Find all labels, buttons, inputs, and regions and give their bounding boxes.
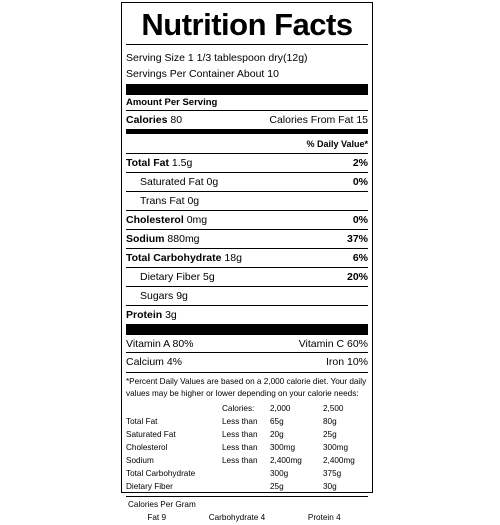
vitamin-left: Calcium 4% bbox=[126, 355, 183, 368]
calories-label: Calories bbox=[126, 114, 168, 126]
nutrient-list: Total Fat 1.5g 2% Saturated Fat 0g 0% Trans … bbox=[126, 153, 368, 324]
dv-table-cell: Less than bbox=[222, 417, 258, 426]
calories-per-gram-values: Fat 9 Carbohydrate 4 Protein 4 bbox=[126, 511, 368, 525]
nutrient-label: Dietary Fiber bbox=[140, 271, 201, 283]
nutrient-amount: 5g bbox=[203, 271, 215, 283]
nutrient-label: Total Fat bbox=[126, 157, 169, 169]
nutrient-daily-value: 0% bbox=[352, 214, 368, 226]
thick-divider bbox=[126, 84, 368, 95]
nutrient-label: Protein bbox=[126, 309, 163, 321]
dv-table-cell: Less than bbox=[222, 430, 258, 439]
nutrient-daily-value: 2% bbox=[352, 157, 368, 169]
dv-table-cell: 300g bbox=[270, 469, 289, 478]
nutrient-label: Total Carbohydrate bbox=[126, 252, 222, 264]
calories-per-gram-item: Carbohydrate 4 bbox=[208, 513, 266, 522]
nutrient-daily-value: 37% bbox=[346, 233, 368, 245]
nutrient-amount: 0g bbox=[187, 195, 200, 207]
thick-divider-2 bbox=[126, 324, 368, 335]
dv-table-cell bbox=[222, 480, 270, 493]
nutrient-label: Sodium bbox=[126, 233, 165, 245]
dv-table-cell: Total Fat bbox=[126, 417, 158, 426]
footnote: *Percent Daily Values are based on a 2,0… bbox=[126, 377, 367, 398]
medium-divider bbox=[126, 129, 368, 134]
calories-from-fat-value: 15 bbox=[356, 114, 368, 126]
nutrient-row: Cholesterol 0mg 0% bbox=[126, 210, 368, 229]
dv-table-header-cell: 2,500 bbox=[323, 404, 344, 413]
dv-table-cell: 30g bbox=[323, 482, 337, 491]
nutrient-row: Protein 3g bbox=[126, 305, 368, 324]
calories-per-gram-label: Calories Per Gram bbox=[128, 500, 196, 509]
vitamin-right: Vitamin C 60% bbox=[298, 337, 368, 350]
dv-table-cell: 80g bbox=[323, 417, 337, 426]
nutrient-row: Saturated Fat 0g 0% bbox=[126, 172, 368, 191]
dv-table-cell: Total Carbohydrate bbox=[126, 469, 196, 478]
nutrient-row: Sodium 880mg 37% bbox=[126, 229, 368, 248]
nutrient-daily-value: 6% bbox=[352, 252, 368, 264]
vitamin-row: Calcium 4% Iron 10% bbox=[126, 352, 368, 370]
nutrient-label: Sugars bbox=[140, 290, 174, 302]
nutrient-amount: 3g bbox=[165, 309, 177, 321]
daily-values-table: Calories: 2,000 2,500 Total Fat Less than 65g… bbox=[126, 402, 368, 493]
nutrient-amount: 0mg bbox=[186, 214, 208, 226]
dv-table-cell: 2,400mg bbox=[323, 456, 355, 465]
nutrient-row: Sugars 9g bbox=[126, 286, 368, 305]
nutrient-amount: 18g bbox=[224, 252, 242, 264]
dv-table-cell: 300mg bbox=[270, 443, 296, 452]
dv-table-cell: 375g bbox=[323, 469, 342, 478]
vitamin-left: Vitamin A 80% bbox=[126, 337, 194, 350]
dv-table-cell bbox=[222, 467, 270, 480]
dv-table-cell: 65g bbox=[270, 417, 284, 426]
nutrient-amount: 0g bbox=[206, 176, 219, 188]
dv-table-cell: 25g bbox=[270, 482, 284, 491]
dv-table-cell: Sodium bbox=[126, 456, 154, 465]
vitamin-right: Iron 10% bbox=[325, 355, 368, 368]
serving-size: Serving Size 1 1/3 tablespoon dry(12g) bbox=[126, 52, 308, 64]
amount-per-serving: Amount Per Serving bbox=[126, 97, 218, 108]
dv-table-cell: Less than bbox=[222, 443, 258, 452]
dv-table-cell: 300mg bbox=[323, 443, 349, 452]
nutrient-daily-value: 20% bbox=[346, 271, 368, 283]
calories-row: Calories 80 Calories From Fat 15 bbox=[126, 110, 368, 129]
dv-table-cell: 2,400mg bbox=[270, 456, 302, 465]
dv-table-cell: 25g bbox=[323, 430, 337, 439]
nutrition-facts-label: Nutrition Facts Serving Size 1 1/3 table… bbox=[121, 2, 373, 522]
calories-from-fat-label: Calories From Fat bbox=[269, 114, 354, 126]
calories-per-gram-item: Protein 4 bbox=[307, 513, 341, 522]
dv-table-cell: Less than bbox=[222, 456, 258, 465]
servings-per-container: Servings Per Container About 10 bbox=[126, 68, 279, 80]
nutrient-daily-value: 0% bbox=[352, 176, 368, 188]
dv-table-cell: Cholesterol bbox=[126, 443, 168, 452]
calories-value: 80 bbox=[170, 114, 183, 126]
dv-table-header-cell: 2,000 bbox=[270, 404, 291, 413]
nutrient-row: Dietary Fiber 5g 20% bbox=[126, 267, 368, 286]
nutrient-label: Saturated Fat bbox=[140, 176, 204, 188]
vitamin-list: Vitamin A 80% Vitamin C 60% Calcium 4% Iron… bbox=[126, 335, 368, 370]
nutrient-amount: 9g bbox=[176, 290, 188, 302]
dv-table-header-cell: Calories: bbox=[222, 404, 255, 413]
dv-table-cell: Saturated Fat bbox=[126, 430, 176, 439]
nutrient-row: Trans Fat 0g bbox=[126, 191, 368, 210]
nutrient-row: Total Carbohydrate 18g 6% bbox=[126, 248, 368, 267]
dv-table-cell: Dietary Fiber bbox=[126, 482, 173, 491]
dv-table-header-cell bbox=[126, 402, 222, 415]
nutrient-label: Trans Fat bbox=[140, 195, 185, 207]
daily-value-header: % Daily Value* bbox=[306, 138, 368, 149]
vitamin-row: Vitamin A 80% Vitamin C 60% bbox=[126, 335, 368, 352]
nutrient-amount: 880mg bbox=[167, 233, 200, 245]
calories-per-gram-item: Fat 9 bbox=[147, 513, 167, 522]
dv-table-cell: 20g bbox=[270, 430, 284, 439]
nutrient-amount: 1.5g bbox=[171, 157, 193, 169]
nutrient-row: Total Fat 1.5g 2% bbox=[126, 153, 368, 172]
nutrient-label: Cholesterol bbox=[126, 214, 184, 226]
label-title: Nutrition Facts bbox=[141, 7, 353, 42]
